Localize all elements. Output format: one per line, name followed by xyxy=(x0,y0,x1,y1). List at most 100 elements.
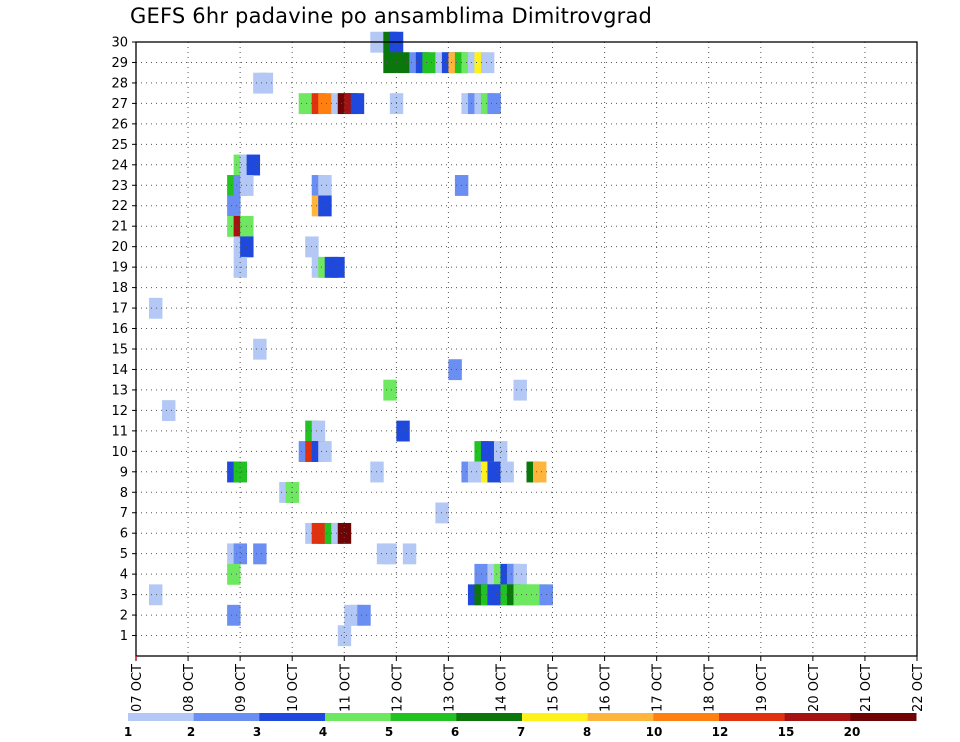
heatmap-cell xyxy=(383,52,397,74)
x-tick-label: 08 OCT xyxy=(182,664,197,712)
y-tick-label: 3 xyxy=(120,588,128,603)
heatmap-cell xyxy=(311,420,326,442)
heatmap-cell xyxy=(383,379,397,401)
x-tick-label: 13 OCT xyxy=(442,664,457,712)
heatmap-cell xyxy=(149,584,163,606)
legend-label: 2 xyxy=(187,725,195,739)
heatmap-cell xyxy=(227,195,241,217)
heatmap-cell xyxy=(396,52,410,74)
y-tick-label: 30 xyxy=(111,36,128,51)
y-tick-label: 26 xyxy=(111,117,128,132)
legend-swatch xyxy=(193,713,260,721)
y-tick-label: 24 xyxy=(111,158,128,173)
y-tick-label: 13 xyxy=(111,383,128,398)
heatmap-cell xyxy=(233,543,248,565)
heatmap-cell xyxy=(487,461,501,483)
heatmap-cell xyxy=(253,338,267,360)
legend-label: 1 xyxy=(124,725,132,739)
x-tick-label: 10 OCT xyxy=(286,664,301,712)
heatmap-cell xyxy=(513,563,527,585)
heatmap-cell xyxy=(435,502,449,524)
heatmap-cell xyxy=(493,441,508,462)
legend-label: 3 xyxy=(253,725,261,739)
y-tick-label: 22 xyxy=(111,199,128,214)
y-tick-label: 25 xyxy=(111,138,128,153)
x-tick-label: 18 OCT xyxy=(703,664,718,712)
legend-swatch xyxy=(259,713,326,721)
y-tick-label: 28 xyxy=(111,76,128,91)
y-tick-label: 18 xyxy=(111,281,128,296)
x-tick-label: 15 OCT xyxy=(547,664,562,712)
legend-label: 6 xyxy=(451,725,459,739)
x-tick-label: 07 OCT xyxy=(130,664,145,712)
y-tick-label: 29 xyxy=(111,56,128,71)
heatmap-cell xyxy=(383,543,397,565)
heatmap-cell xyxy=(337,522,352,544)
heatmap-cell xyxy=(246,154,261,176)
legend-swatch xyxy=(325,713,392,721)
x-tick-label: 09 OCT xyxy=(234,664,249,712)
legend-label: 15 xyxy=(778,725,795,739)
heatmap-cell xyxy=(513,379,527,401)
y-tick-label: 7 xyxy=(120,506,128,521)
legend-label: 10 xyxy=(646,725,663,739)
heatmap-cell xyxy=(370,461,384,483)
legend-swatch xyxy=(719,713,786,721)
heatmap-cell xyxy=(331,256,345,278)
y-tick-label: 14 xyxy=(111,363,128,378)
heatmap-cell xyxy=(227,604,241,626)
x-tick-label: 17 OCT xyxy=(651,664,666,712)
legend-swatch xyxy=(128,713,195,721)
heatmap-cell xyxy=(318,195,332,217)
legend-swatch xyxy=(587,713,654,721)
y-tick-label: 2 xyxy=(120,609,128,624)
legend-label: 12 xyxy=(712,725,729,739)
legend-label: 8 xyxy=(583,725,591,739)
x-tick-label: 11 OCT xyxy=(338,664,353,712)
y-tick-label: 11 xyxy=(111,424,128,439)
y-tick-label: 21 xyxy=(111,220,128,235)
heatmap-cell xyxy=(402,543,417,565)
heatmap-cell xyxy=(227,563,241,585)
heatmap-cell xyxy=(422,52,436,74)
y-tick-label: 1 xyxy=(120,629,128,644)
y-tick-label: 10 xyxy=(111,445,128,460)
heatmap-cell xyxy=(500,461,514,483)
x-tick-label: 14 OCT xyxy=(494,664,509,712)
heatmap-cell xyxy=(337,625,352,647)
heatmap-cell xyxy=(480,52,495,74)
heatmap-cell xyxy=(396,420,410,442)
y-tick-label: 15 xyxy=(111,343,128,358)
y-tick-label: 9 xyxy=(120,465,128,480)
heatmap-cell xyxy=(318,93,332,115)
legend-label: 5 xyxy=(385,725,393,739)
y-tick-label: 19 xyxy=(111,261,128,276)
x-tick-label: 22 OCT xyxy=(911,664,926,712)
legend-label: 20 xyxy=(844,725,861,739)
legend-swatch xyxy=(390,713,457,721)
x-tick-label: 21 OCT xyxy=(859,664,874,712)
y-tick-label: 23 xyxy=(111,179,128,194)
heatmap-cell xyxy=(253,543,267,565)
legend-swatch xyxy=(784,713,851,721)
heatmap-cell xyxy=(357,604,371,626)
heatmap-cell xyxy=(480,441,495,462)
y-tick-label: 8 xyxy=(120,486,128,501)
heatmap-cell xyxy=(350,93,365,115)
chart-title: GEFS 6hr padavine po ansamblima Dimitrov… xyxy=(130,4,653,28)
heatmap-cell xyxy=(318,175,332,196)
heatmap-cell xyxy=(487,93,501,115)
legend-swatch xyxy=(653,713,720,721)
y-tick-label: 6 xyxy=(120,527,128,542)
legend-swatch xyxy=(522,713,589,721)
y-tick-label: 4 xyxy=(120,568,128,583)
x-tick-label: 19 OCT xyxy=(755,664,770,712)
y-tick-label: 5 xyxy=(120,547,128,562)
y-tick-label: 20 xyxy=(111,240,128,255)
heatmap-cell xyxy=(533,461,547,483)
y-tick-label: 12 xyxy=(111,404,128,419)
legend-label: 4 xyxy=(319,725,327,739)
y-tick-label: 27 xyxy=(111,97,128,112)
x-tick-label: 20 OCT xyxy=(807,664,822,712)
